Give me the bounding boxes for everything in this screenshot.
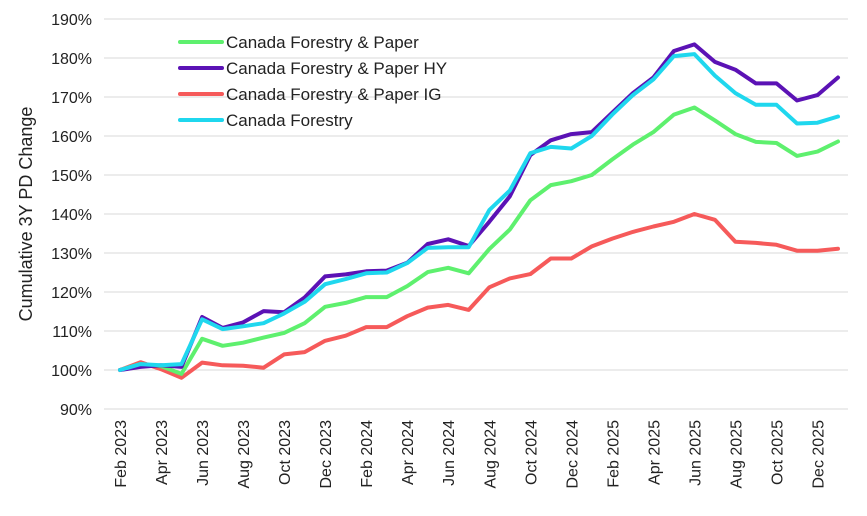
x-tick-label: Jun 2025 <box>687 420 704 486</box>
y-tick-label: 120% <box>51 285 92 302</box>
x-tick-label: Oct 2023 <box>277 420 294 485</box>
x-tick-label: Feb 2024 <box>359 420 376 488</box>
x-tick-label: Aug 2025 <box>728 420 745 489</box>
x-tick-label: Apr 2025 <box>646 420 663 485</box>
y-tick-label: 90% <box>60 402 92 419</box>
x-tick-label: Aug 2024 <box>482 420 499 489</box>
y-axis-title: Cumulative 3Y PD Change <box>16 107 36 322</box>
y-tick-label: 140% <box>51 207 92 224</box>
legend-label: Canada Forestry & Paper HY <box>226 59 447 78</box>
y-axis-ticks: 90% 100% 110% 120% 130% 140% 150% 160% 170% 180% 1… <box>51 12 92 419</box>
y-tick-label: 160% <box>51 129 92 146</box>
series-line-0 <box>118 105 840 376</box>
x-tick-label: Jun 2023 <box>195 420 212 486</box>
x-tick-label: Dec 2023 <box>318 420 335 489</box>
legend-label: Canada Forestry & Paper <box>226 33 419 52</box>
legend: Canada Forestry & Paper Canada Forestry &… <box>178 33 447 130</box>
legend-label: Canada Forestry & Paper IG <box>226 85 441 104</box>
x-tick-label: Jun 2024 <box>441 420 458 486</box>
x-tick-label: Dec 2024 <box>564 420 581 489</box>
y-tick-label: 150% <box>51 168 92 185</box>
x-tick-label: Oct 2024 <box>523 420 540 485</box>
x-tick-label: Apr 2023 <box>154 420 171 485</box>
y-tick-label: 130% <box>51 246 92 263</box>
series-lines <box>118 42 840 380</box>
series-line-1 <box>118 42 840 372</box>
x-tick-label: Dec 2025 <box>810 420 827 489</box>
gridlines <box>104 18 848 410</box>
y-tick-label: 110% <box>52 324 92 341</box>
x-tick-label: Aug 2023 <box>236 420 253 489</box>
x-axis-ticks: Feb 2023 Apr 2023 Jun 2023 Aug 2023 Oct 2023… <box>113 420 827 489</box>
x-tick-label: Feb 2023 <box>113 420 130 488</box>
x-tick-label: Oct 2025 <box>769 420 786 485</box>
y-tick-label: 100% <box>51 363 92 380</box>
legend-label: Canada Forestry <box>226 111 353 130</box>
series-line-2 <box>118 212 840 380</box>
y-tick-label: 180% <box>51 51 92 68</box>
y-tick-label: 170% <box>51 90 92 107</box>
y-tick-label: 190% <box>51 12 92 29</box>
x-tick-label: Feb 2025 <box>605 420 622 488</box>
series-line-3 <box>118 52 840 372</box>
x-tick-label: Apr 2024 <box>400 420 417 485</box>
